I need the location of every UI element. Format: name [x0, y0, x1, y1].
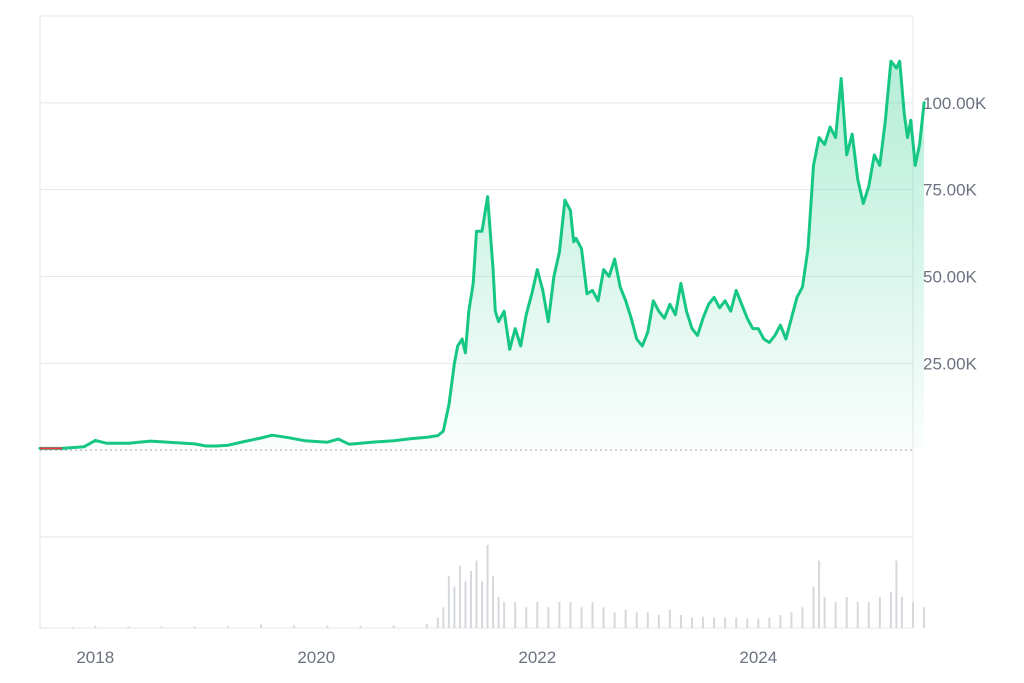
price-area-fill — [40, 61, 925, 451]
volume-bar — [823, 596, 826, 628]
x-tick-label: 2020 — [297, 648, 335, 667]
volume-bar — [702, 616, 705, 628]
x-tick-label: 2024 — [739, 648, 777, 667]
volume-bar — [580, 607, 583, 628]
volume-bar — [497, 596, 500, 628]
volume-bar — [436, 617, 439, 628]
volume-bar — [447, 576, 450, 628]
y-tick-label: 50.00K — [923, 268, 978, 287]
volume-bar — [724, 617, 727, 628]
volume-bar — [713, 617, 716, 628]
volume-bar — [160, 626, 163, 628]
y-tick-label: 25.00K — [923, 354, 978, 373]
volume-bar — [558, 602, 561, 628]
volume-bar — [834, 602, 837, 628]
volume-bar — [668, 609, 671, 628]
volume-bar — [602, 607, 605, 628]
volume-bar — [442, 607, 445, 628]
volume-bar — [481, 581, 484, 628]
y-tick-label: 100.00K — [923, 94, 987, 113]
volume-bar — [326, 625, 329, 628]
volume-bar — [812, 586, 815, 628]
volume-bar — [591, 602, 594, 628]
volume-bar — [127, 626, 130, 628]
volume-bar — [768, 617, 771, 628]
volume-bar — [359, 625, 362, 628]
volume-bar — [889, 591, 892, 628]
price-series-line — [38, 59, 926, 450]
volume-bar — [856, 602, 859, 628]
volume-bar — [912, 602, 914, 628]
volume-bar — [613, 612, 616, 628]
volume-bar — [94, 625, 97, 628]
volume-bar — [453, 586, 456, 628]
volume-bar — [790, 612, 793, 628]
volume-bar — [779, 615, 782, 628]
volume-bar — [757, 618, 760, 628]
volume-bar — [39, 626, 41, 628]
volume-bar — [226, 625, 229, 628]
x-tick-label: 2018 — [76, 648, 114, 667]
volume-bar — [503, 602, 506, 628]
volume-bar — [679, 615, 682, 628]
volume-bar — [735, 617, 738, 628]
volume-bar — [646, 612, 649, 628]
volume-bar — [818, 560, 821, 628]
volume-bar — [392, 625, 395, 628]
volume-bar — [72, 626, 75, 628]
y-axis: 25.00K 50.00K 75.00K 100.00K — [923, 94, 987, 374]
volume-bar — [536, 602, 539, 628]
volume-bar — [867, 602, 870, 628]
x-axis: 2018 2020 2022 2024 — [76, 648, 777, 667]
volume-bar — [193, 626, 196, 628]
volume-bar — [486, 545, 489, 628]
volume-bar — [746, 618, 749, 628]
volume-bar — [923, 607, 926, 628]
volume-bar — [492, 576, 495, 628]
volume-bar — [895, 560, 898, 628]
volume-bar — [260, 624, 263, 628]
volume-bar — [425, 623, 428, 628]
volume-bar — [635, 612, 638, 628]
x-tick-label: 2022 — [518, 648, 556, 667]
volume-bar — [569, 602, 572, 628]
volume-bar — [458, 565, 461, 628]
volume-bars — [39, 545, 926, 628]
volume-bar — [525, 607, 528, 628]
volume-bar — [475, 560, 478, 628]
volume-bar — [845, 596, 848, 628]
price-line — [38, 59, 926, 450]
volume-bar — [657, 615, 660, 628]
y-tick-label: 75.00K — [923, 181, 978, 200]
volume-bar — [293, 625, 296, 628]
volume-bar — [547, 607, 550, 628]
volume-bar — [464, 581, 467, 628]
volume-bar — [469, 570, 472, 628]
volume-bar — [900, 596, 903, 628]
volume-bar — [801, 607, 804, 628]
volume-bar — [690, 617, 693, 628]
volume-bar — [624, 609, 627, 628]
price-area — [40, 61, 925, 451]
volume-bar — [878, 596, 881, 628]
volume-bar — [514, 602, 517, 628]
